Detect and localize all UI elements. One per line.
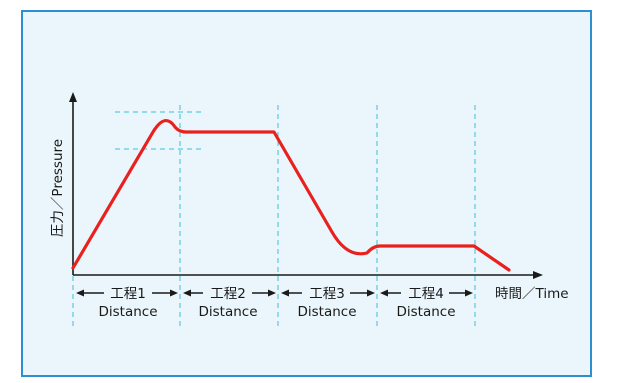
step1-sublabel: Distance: [98, 304, 157, 320]
step4-label: 工程4: [408, 286, 444, 302]
step4-arrow: [380, 289, 473, 297]
pressure-level-guides: [115, 111, 205, 150]
x-axis-arrowhead: [533, 271, 543, 279]
step4-sublabel: Distance: [396, 304, 455, 320]
step2-arrow: [183, 289, 276, 297]
y-axis-arrowhead: [69, 92, 77, 102]
step3-label: 工程3: [309, 286, 345, 302]
step1-label: 工程1: [110, 286, 146, 302]
step1-arrow: [76, 289, 178, 297]
step3-sublabel: Distance: [297, 304, 356, 320]
axes: [69, 92, 543, 279]
step2-label: 工程2: [210, 286, 246, 302]
step-distance-arrows: [76, 289, 473, 297]
x-axis-title: 時間／Time: [495, 286, 569, 302]
pressure-curve: [71, 119, 511, 272]
step3-arrow: [281, 289, 375, 297]
y-axis-title: 圧力／Pressure: [50, 139, 66, 237]
step2-sublabel: Distance: [198, 304, 257, 320]
